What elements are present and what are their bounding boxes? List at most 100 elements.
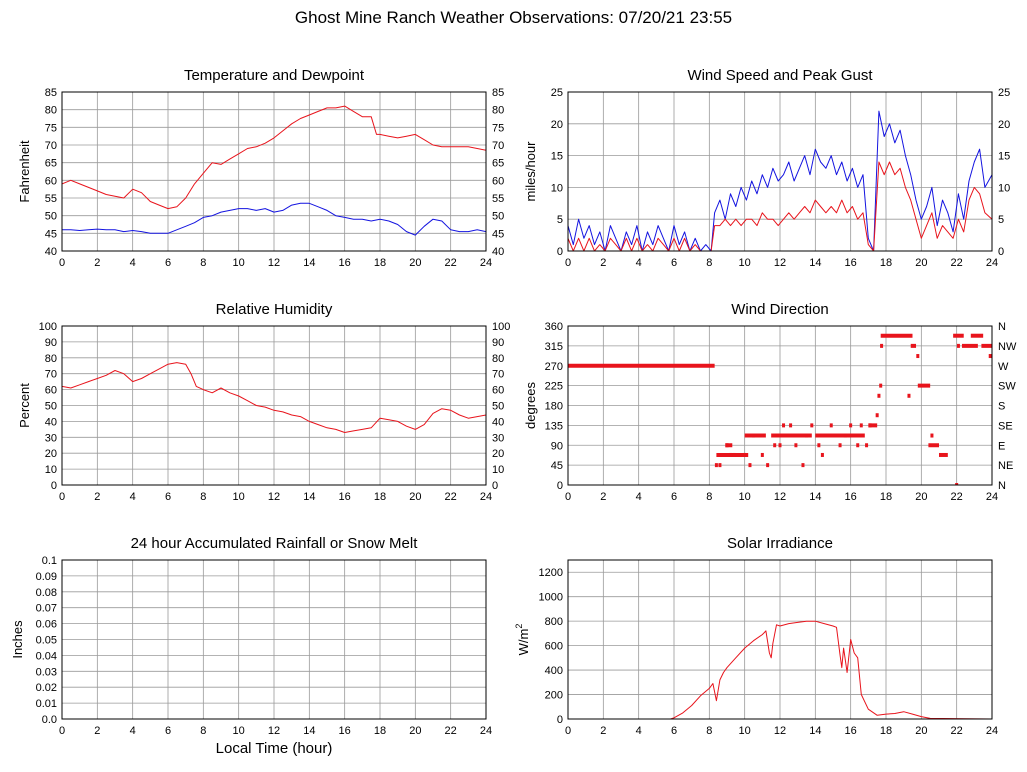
compass-label: W	[998, 361, 1009, 373]
y-tick-label: 80	[45, 353, 57, 365]
y-axis-label-text: miles/hour	[523, 141, 538, 202]
y-axis-label: degrees	[523, 382, 538, 429]
y-tick-label: 0.09	[36, 571, 57, 583]
x-tick-label: 18	[374, 725, 386, 737]
x-tick-label: 2	[94, 257, 100, 269]
y-tick-label: 270	[545, 361, 563, 373]
y-tick-label: 85	[45, 87, 57, 99]
y-tick-label: 50	[45, 211, 57, 223]
x-tick-label: 0	[565, 257, 571, 269]
y-tick-label-right: 40	[492, 416, 504, 428]
y-tick-label: 70	[45, 369, 57, 381]
x-tick-label: 12	[774, 725, 786, 737]
y-tick-label-right: 5	[998, 214, 1004, 226]
data-layer	[568, 110, 992, 251]
chart-title: Relative Humidity	[216, 301, 333, 318]
y-axis-label-text: Percent	[17, 383, 32, 428]
y-tick-label: 1200	[539, 567, 563, 579]
y-axis-label-text: degrees	[523, 382, 538, 429]
x-tick-label: 8	[200, 257, 206, 269]
direction-point	[714, 463, 718, 468]
plot-frame	[567, 325, 993, 486]
y-tick-label: 180	[545, 401, 563, 413]
x-tick-label: 14	[809, 257, 821, 269]
x-tick-label: 22	[951, 725, 963, 737]
direction-point	[748, 463, 752, 468]
x-tick-label: 10	[233, 257, 245, 269]
series-line-blue	[62, 202, 486, 236]
x-axis-label: Local Time (hour)	[216, 740, 333, 757]
x-tick-label: 18	[880, 725, 892, 737]
x-tick-label: 0	[565, 491, 571, 503]
y-tick-label: 360	[545, 321, 563, 333]
x-tick-label: 2	[600, 491, 606, 503]
x-tick-label: 24	[986, 725, 998, 737]
y-axis-label-text: W/m	[516, 629, 531, 656]
x-tick-label: 20	[915, 491, 927, 503]
y-tick-label-right: 45	[492, 228, 504, 240]
chart-rain: 24 hour Accumulated Rainfall or Snow Mel…	[10, 535, 492, 757]
x-tick-label: 24	[986, 257, 998, 269]
direction-point	[810, 423, 814, 428]
y-tick-label: 0.0	[42, 714, 57, 726]
direction-point	[778, 443, 782, 448]
y-tick-label: 20	[45, 448, 57, 460]
y-tick-label-right: 0	[492, 480, 498, 492]
y-tick-label: 30	[45, 432, 57, 444]
y-tick-label: 0.03	[36, 666, 57, 678]
x-tick-label: 8	[706, 257, 712, 269]
y-tick-label-right: 25	[998, 87, 1010, 99]
direction-point	[732, 452, 736, 457]
x-tick-label: 2	[94, 491, 100, 503]
y-tick-label: 80	[45, 105, 57, 117]
x-tick-label: 8	[706, 725, 712, 737]
direction-point	[879, 383, 883, 388]
y-tick-label-right: 10	[998, 182, 1010, 194]
x-tick-label: 18	[374, 491, 386, 503]
x-tick-label: 8	[200, 491, 206, 503]
y-tick-label: 10	[551, 182, 563, 194]
y-tick-label: 45	[551, 460, 563, 472]
y-tick-label: 0.07	[36, 603, 57, 615]
x-tick-label: 22	[951, 491, 963, 503]
x-tick-label: 16	[339, 257, 351, 269]
x-tick-label: 8	[706, 491, 712, 503]
direction-point	[916, 354, 920, 359]
y-tick-label-right: 20	[492, 448, 504, 460]
y-tick-label: 200	[545, 690, 563, 702]
y-tick-label: 0.02	[36, 682, 57, 694]
direction-point	[760, 452, 764, 457]
x-tick-label: 6	[671, 725, 677, 737]
y-tick-label-right: 80	[492, 353, 504, 365]
y-tick-label: 70	[45, 140, 57, 152]
y-tick-label: 0.01	[36, 698, 57, 710]
direction-point	[930, 433, 934, 438]
compass-label: NE	[998, 460, 1013, 472]
direction-point	[782, 423, 786, 428]
chart-title: Temperature and Dewpoint	[184, 67, 365, 84]
y-tick-label-right: 50	[492, 211, 504, 223]
x-tick-label: 12	[774, 491, 786, 503]
y-tick-label: 55	[45, 193, 57, 205]
x-tick-label: 8	[200, 725, 206, 737]
y-tick-label: 0	[557, 246, 563, 258]
y-tick-label-right: 90	[492, 337, 504, 349]
x-tick-label: 12	[268, 725, 280, 737]
x-tick-label: 6	[165, 257, 171, 269]
direction-point	[955, 483, 959, 485]
y-tick-label: 100	[39, 321, 57, 333]
y-tick-label: 20	[551, 119, 563, 131]
y-axis-label: Fahrenheit	[17, 140, 32, 203]
x-tick-label: 6	[671, 257, 677, 269]
compass-label: SE	[998, 420, 1013, 432]
x-tick-label: 0	[565, 725, 571, 737]
y-tick-label-right: 55	[492, 193, 504, 205]
x-tick-label: 24	[480, 257, 492, 269]
x-tick-label: 12	[774, 257, 786, 269]
x-tick-label: 10	[233, 725, 245, 737]
y-tick-label: 15	[551, 151, 563, 163]
